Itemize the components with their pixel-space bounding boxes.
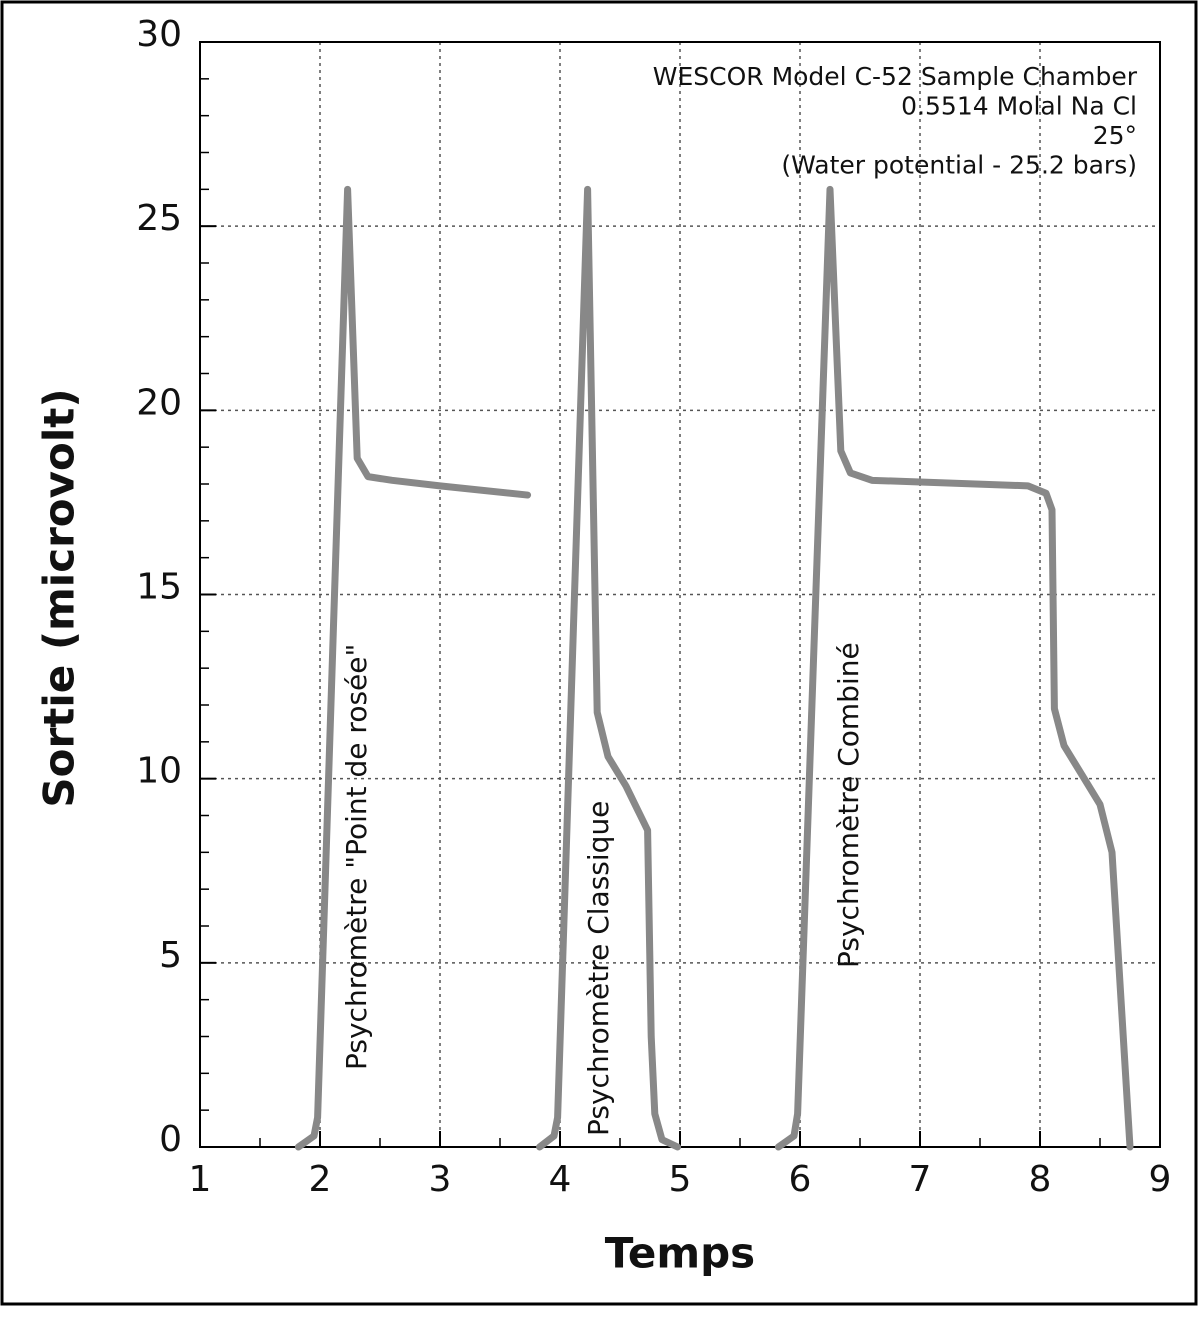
x-tick-label: 5 [669, 1159, 692, 1200]
y-tick-label: 10 [136, 751, 182, 792]
series-label: Psychromètre "Point de rosée" [340, 644, 373, 1070]
y-tick-label: 0 [159, 1119, 182, 1160]
annotation: 25° [1093, 121, 1137, 150]
x-tick-label: 2 [309, 1159, 332, 1200]
x-tick-label: 1 [189, 1159, 212, 1200]
series-label: Psychromètre Combiné [832, 642, 865, 968]
x-axis-title: Temps [605, 1229, 755, 1278]
y-tick-label: 20 [136, 382, 182, 423]
y-tick-label: 5 [159, 935, 182, 976]
series-line [536, 185, 682, 1151]
y-axis-title: Sortie (microvolt) [35, 388, 84, 807]
series-label: Psychromètre Classique [582, 801, 615, 1136]
annotation: 0.5514 Molal Na Cl [901, 92, 1137, 121]
x-tick-label: 3 [429, 1159, 452, 1200]
annotation: WESCOR Model C-52 Sample Chamber [653, 62, 1138, 91]
series-line [294, 185, 532, 1151]
y-tick-label: 15 [136, 567, 182, 608]
x-tick-label: 8 [1029, 1159, 1052, 1200]
x-tick-label: 9 [1149, 1159, 1172, 1200]
x-tick-label: 7 [909, 1159, 932, 1200]
x-tick-label: 4 [549, 1159, 572, 1200]
series-line [774, 185, 1134, 1151]
y-tick-label: 25 [136, 198, 182, 239]
y-tick-label: 30 [136, 14, 182, 55]
annotation: (Water potential - 25.2 bars) [781, 151, 1137, 180]
x-tick-label: 6 [789, 1159, 812, 1200]
